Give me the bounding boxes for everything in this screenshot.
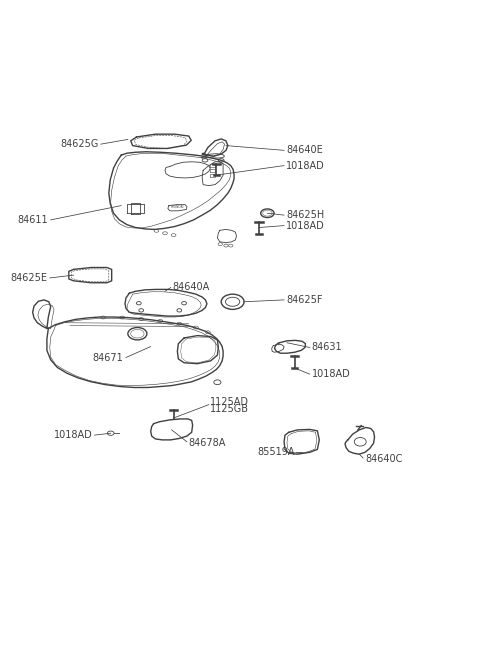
Text: 84625G: 84625G: [60, 139, 98, 149]
Text: 84640E: 84640E: [287, 145, 323, 155]
Text: 1125GB: 1125GB: [210, 404, 249, 415]
Text: 84625F: 84625F: [287, 295, 323, 305]
Text: 84625H: 84625H: [287, 210, 324, 220]
Text: 84640C: 84640C: [365, 454, 402, 464]
Text: 84678A: 84678A: [189, 438, 226, 448]
Text: 1125AD: 1125AD: [210, 397, 249, 407]
Text: 1018AD: 1018AD: [54, 430, 93, 440]
Text: 84625E: 84625E: [11, 273, 48, 283]
Text: 85519A: 85519A: [257, 447, 295, 457]
Text: HYUNDAI: HYUNDAI: [171, 206, 184, 210]
Text: 84631: 84631: [312, 341, 342, 352]
Text: 1018AD: 1018AD: [287, 221, 325, 231]
Text: 1018AD: 1018AD: [287, 160, 325, 170]
Text: 1018AD: 1018AD: [312, 369, 350, 379]
Text: 84671: 84671: [93, 354, 123, 364]
Text: 84611: 84611: [18, 215, 48, 225]
Text: 84640A: 84640A: [172, 282, 209, 291]
